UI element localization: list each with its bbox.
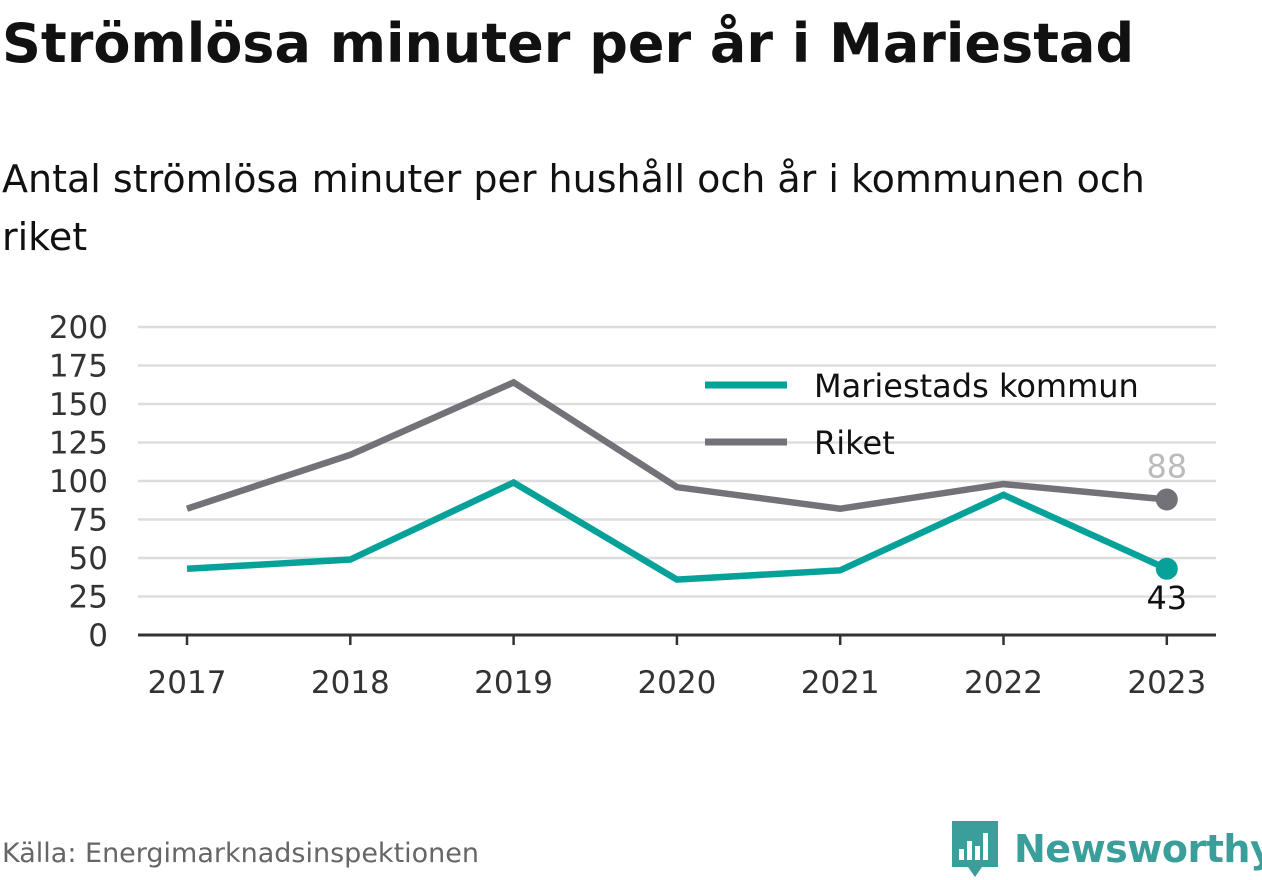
y-tick-label: 150 xyxy=(49,387,108,423)
x-tick-label: 2022 xyxy=(964,665,1043,701)
brand-name: Newsworthy xyxy=(1014,827,1262,871)
y-tick-label: 25 xyxy=(69,580,108,616)
y-tick-label: 100 xyxy=(49,464,108,500)
y-tick-label: 50 xyxy=(69,541,108,577)
series-end-marker xyxy=(1155,557,1178,580)
legend-label: Riket xyxy=(814,424,895,462)
x-tick-label: 2019 xyxy=(474,665,553,701)
series-end-marker xyxy=(1155,488,1178,511)
page-title: Strömlösa minuter per år i Mariestad xyxy=(2,12,1135,75)
chart-subtitle: Antal strömlösa minuter per hushåll och … xyxy=(2,157,1145,259)
x-tick-label: 2017 xyxy=(148,665,227,701)
legend-label: Mariestads kommun xyxy=(814,367,1139,405)
x-tick-label: 2018 xyxy=(311,665,390,701)
x-tick-label: 2020 xyxy=(637,665,716,701)
source-note: Källa: Energimarknadsinspektionen xyxy=(2,838,480,869)
y-tick-label: 0 xyxy=(88,618,108,654)
y-tick-label: 125 xyxy=(49,426,108,462)
x-tick-label: 2021 xyxy=(801,665,880,701)
y-tick-label: 200 xyxy=(49,310,108,346)
x-tick-label: 2023 xyxy=(1127,665,1206,701)
newsworthy-logo-icon xyxy=(952,821,998,877)
series-end-label: 88 xyxy=(1146,447,1187,485)
y-tick-label: 175 xyxy=(49,349,108,385)
newsworthy-logo: Newsworthy xyxy=(950,818,1262,880)
y-tick-label: 75 xyxy=(69,503,108,539)
series-end-label: 43 xyxy=(1146,579,1187,617)
series-line xyxy=(185,378,1168,513)
series-line xyxy=(186,478,1169,583)
